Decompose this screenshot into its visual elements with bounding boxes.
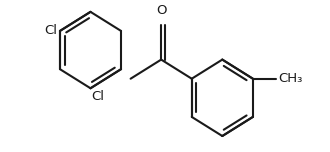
Text: Cl: Cl [44, 24, 57, 37]
Text: CH₃: CH₃ [278, 72, 303, 85]
Text: O: O [156, 4, 166, 17]
Text: Cl: Cl [91, 90, 104, 103]
